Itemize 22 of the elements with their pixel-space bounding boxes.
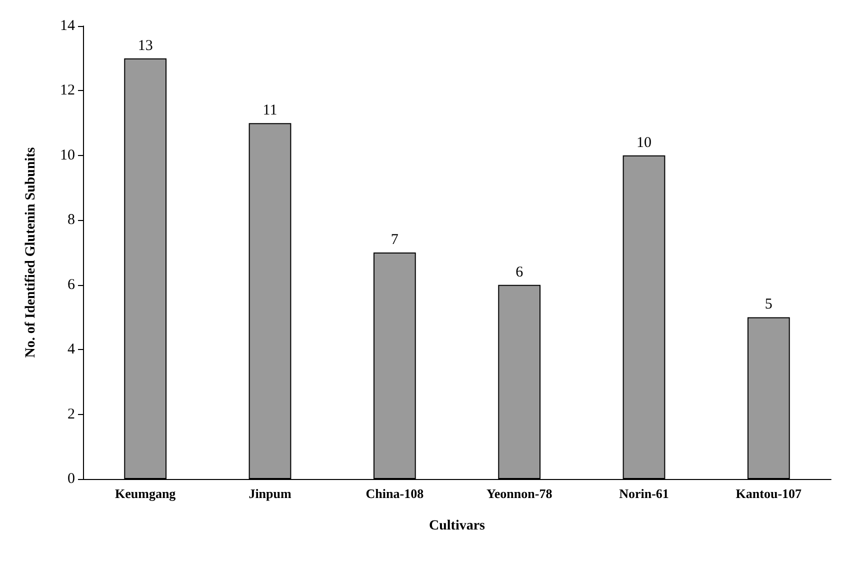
data-label: 7 xyxy=(390,232,399,248)
y-tick-label: 8 xyxy=(68,212,75,228)
x-tick-label: Jinpum xyxy=(248,486,292,501)
data-label: 11 xyxy=(262,102,278,119)
y-tick-label: 14 xyxy=(60,18,76,34)
y-tick-label: 12 xyxy=(60,82,75,99)
x-tick-label: Yeonnon-78 xyxy=(486,486,553,501)
x-tick-label: Norin-61 xyxy=(619,486,669,501)
y-tick-label: 4 xyxy=(68,342,76,358)
y-tick-label: 10 xyxy=(60,147,75,164)
data-label: 13 xyxy=(138,38,153,54)
x-axis-title: Cultivars xyxy=(429,518,486,534)
x-tick-label: China-108 xyxy=(366,486,424,501)
y-tick-label: 0 xyxy=(68,471,75,487)
x-tick-label: Kantou-107 xyxy=(736,486,802,501)
y-tick-label: 6 xyxy=(68,276,76,293)
data-label: 5 xyxy=(764,296,772,313)
y-tick-label: 2 xyxy=(68,406,75,422)
data-label: 6 xyxy=(516,264,524,280)
y-axis-title: No. of Identified Glutenin Subunits xyxy=(24,146,38,358)
x-tick-label: Keumgang xyxy=(114,486,176,501)
data-label: 10 xyxy=(636,134,652,151)
